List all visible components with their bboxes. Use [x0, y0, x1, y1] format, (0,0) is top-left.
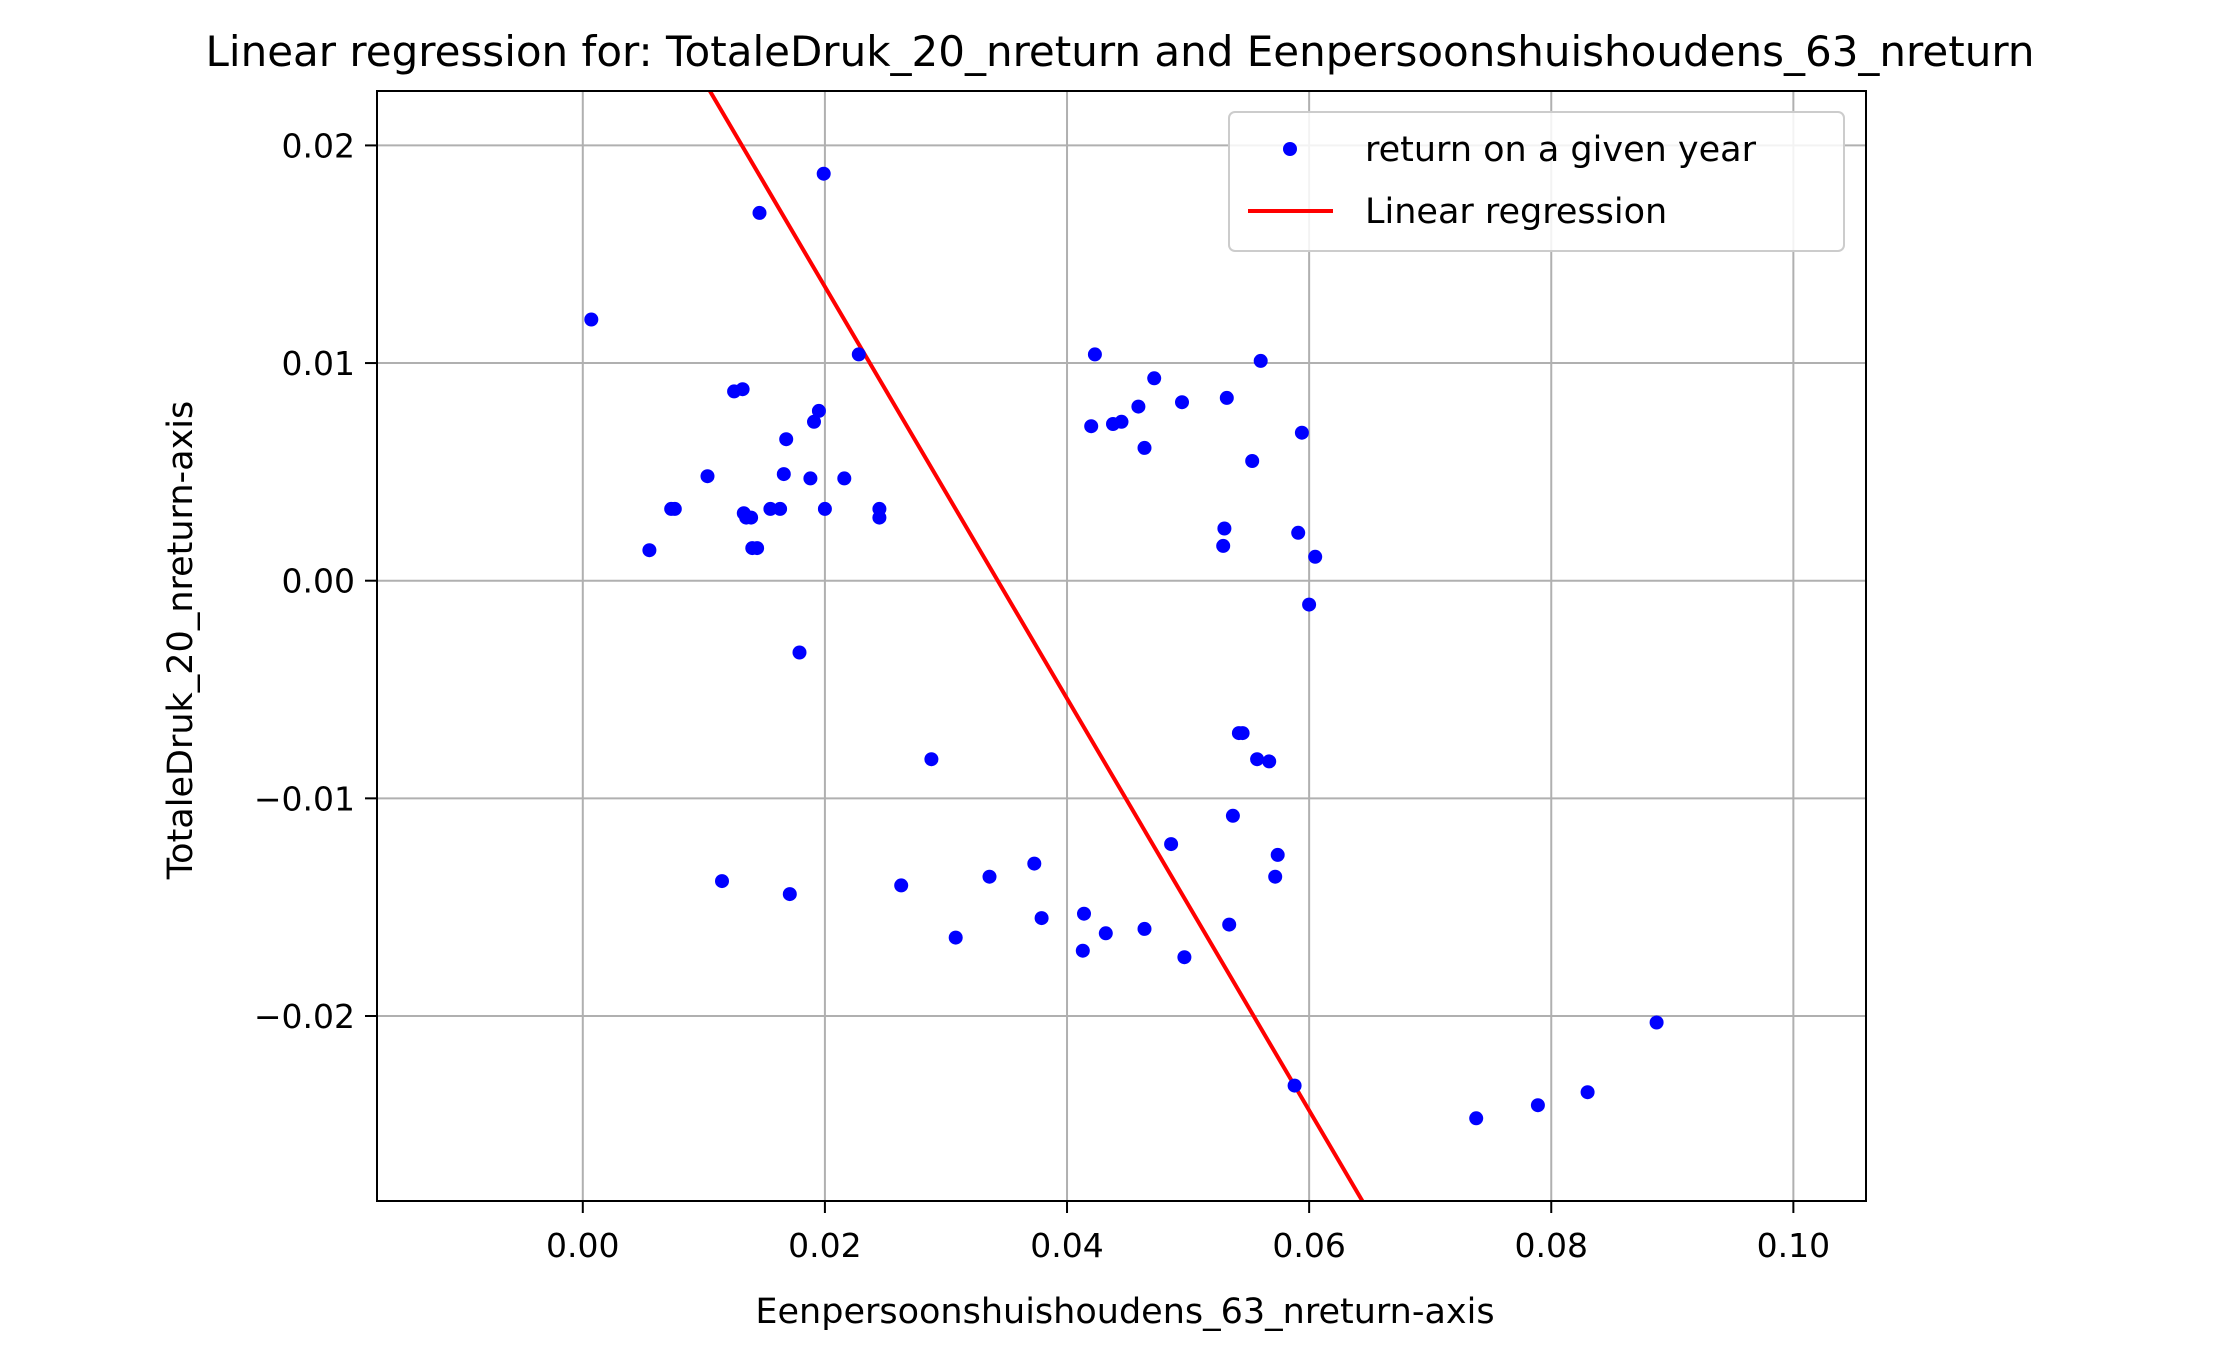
scatter-point — [817, 501, 832, 516]
scatter-point — [1245, 454, 1260, 468]
scatter-point — [1262, 754, 1277, 769]
scatter-point — [1077, 906, 1091, 921]
scatter-point — [1027, 856, 1042, 871]
legend: return on a given year Linear regression — [1228, 111, 1845, 252]
scatter-point — [715, 874, 729, 889]
scatter-point — [776, 467, 791, 482]
scatter-point — [948, 930, 963, 945]
grid — [377, 91, 1866, 1201]
scatter-point — [1270, 847, 1285, 862]
x-tick-label: 0.08 — [1515, 1226, 1588, 1265]
scatter-point — [1649, 1015, 1664, 1030]
scatter-point — [1098, 926, 1113, 941]
scatter-point — [752, 205, 767, 220]
scatter-point — [1137, 440, 1152, 455]
scatter-point — [1217, 521, 1232, 536]
scatter-point — [750, 541, 765, 556]
scatter-point — [1302, 597, 1317, 612]
scatter-point — [924, 752, 939, 767]
y-tick-label: 0.00 — [282, 562, 355, 601]
legend-label-regression: Linear regression — [1365, 192, 1667, 232]
scatter-point — [1034, 911, 1049, 926]
scatter-point — [1216, 538, 1231, 553]
scatter-point — [1291, 525, 1306, 540]
scatter-point — [773, 501, 788, 516]
scatter-point — [642, 543, 657, 558]
scatter-point — [816, 166, 831, 181]
plot-area — [584, 91, 1664, 1201]
scatter-point — [1287, 1078, 1302, 1093]
x-tick-label: 0.00 — [546, 1226, 619, 1265]
scatter-point — [1164, 837, 1179, 852]
scatter-point — [735, 382, 750, 397]
regression-line — [708, 91, 1365, 1201]
scatter-point — [1147, 371, 1162, 386]
scatter-point — [1469, 1111, 1484, 1126]
x-tick-label: 0.06 — [1272, 1226, 1345, 1265]
scatter-point — [1114, 414, 1129, 429]
scatter-point — [1235, 726, 1250, 741]
scatter-point — [744, 510, 759, 525]
scatter-point — [1268, 869, 1283, 884]
y-axis-label: TotaleDruk_20_nreturn-axis — [161, 401, 201, 881]
scatter-point — [1225, 808, 1240, 823]
y-tick-label: 0.02 — [282, 126, 355, 165]
scatter-point — [1530, 1098, 1545, 1113]
scatter-point — [851, 347, 866, 362]
legend-label-scatter: return on a given year — [1365, 130, 1757, 170]
x-axis-label: Eenpersoonshuishoudens_63_nreturn-axis — [755, 1292, 1494, 1332]
axis-ticks: 0.00 0.02 0.04 0.06 0.08 0.10 −0.02 −0.01 0.00 0.… — [254, 126, 1830, 1265]
chart-title: Linear regression for: TotaleDruk_20_nre… — [206, 27, 2035, 76]
scatter-point — [1137, 921, 1152, 936]
x-tick-label: 0.10 — [1757, 1226, 1830, 1265]
scatter-point — [1250, 752, 1265, 767]
scatter-point — [1087, 347, 1102, 362]
scatter-point — [872, 510, 887, 525]
scatter-point — [1084, 419, 1099, 434]
scatter-point — [1075, 943, 1090, 958]
scatter-point — [667, 501, 682, 516]
plot-clip-group — [584, 91, 1664, 1201]
x-tick-label: 0.02 — [788, 1226, 861, 1265]
scatter-point — [782, 887, 797, 902]
scatter-point — [1308, 549, 1323, 564]
scatter-point — [837, 471, 852, 486]
scatter-point — [1175, 395, 1189, 410]
scatter-point — [792, 645, 807, 660]
x-tick-label: 0.04 — [1030, 1226, 1103, 1265]
legend-box — [1228, 111, 1845, 252]
scatter-point — [1580, 1085, 1595, 1100]
y-tick-label: −0.02 — [254, 997, 355, 1036]
scatter-point — [779, 432, 794, 447]
scatter-point — [894, 878, 909, 893]
axes-frame — [376, 90, 1867, 1202]
scatter-point — [700, 469, 715, 484]
scatter-point — [1131, 399, 1146, 414]
legend-scatter-marker — [1283, 142, 1297, 156]
scatter-point — [1219, 390, 1234, 405]
scatter-point — [811, 403, 826, 418]
scatter-point — [807, 414, 821, 429]
scatter-point — [1222, 917, 1237, 932]
scatter-point — [1294, 425, 1309, 440]
scatter-point — [584, 312, 599, 327]
scatter-point — [1253, 353, 1268, 368]
scatter-point — [763, 501, 778, 516]
y-tick-label: 0.01 — [282, 344, 355, 383]
scatter-point — [982, 869, 997, 884]
scatter-point — [803, 471, 818, 486]
y-tick-label: −0.01 — [254, 779, 355, 818]
scatter-point — [1177, 950, 1192, 965]
